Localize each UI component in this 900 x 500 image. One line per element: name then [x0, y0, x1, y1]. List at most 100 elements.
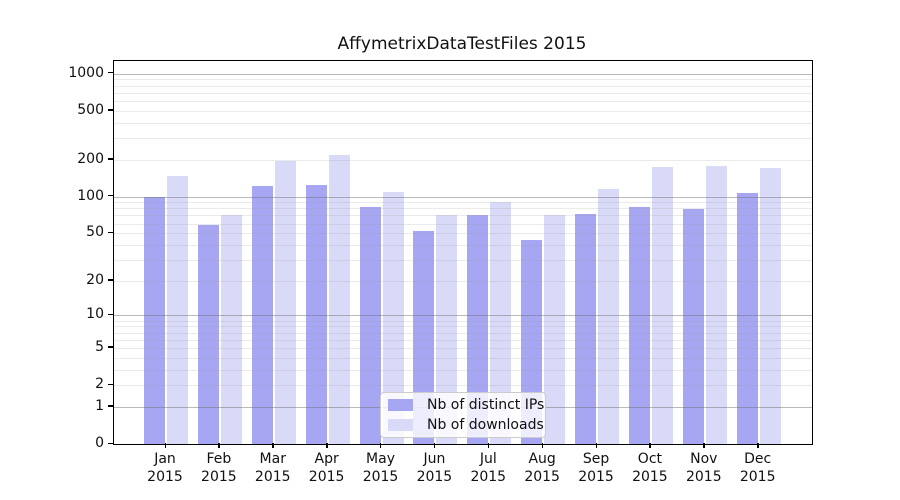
gridline-minor-70 — [114, 215, 812, 217]
bar-distinct-ips-feb — [197, 225, 219, 444]
y-tick-label-20: 20 — [86, 271, 104, 288]
x-tick-mark-dec — [757, 443, 759, 448]
bar-downloads-dec — [759, 167, 781, 444]
x-tick-year: 2015 — [739, 469, 776, 485]
x-tick-month: Sep — [582, 451, 610, 467]
y-tick-mark-5 — [108, 346, 113, 348]
bar-downloads-jul — [490, 202, 512, 444]
gridline-minor-500 — [114, 110, 812, 112]
gridline-minor-80 — [114, 208, 812, 210]
y-tick-label-2: 2 — [95, 376, 104, 393]
plot-area: Nb of distinct IPs Nb of downloads — [113, 60, 813, 445]
gridline-minor-900 — [114, 79, 812, 81]
gridline-minor-30 — [114, 259, 812, 261]
x-tick-label-aug: Aug 2015 — [510, 450, 574, 486]
gridline-minor-600 — [114, 100, 812, 102]
x-tick-month: Jul — [479, 451, 497, 467]
bar-distinct-ips-jan — [144, 196, 165, 444]
bar-distinct-ips-may — [359, 207, 381, 444]
x-tick-year: 2015 — [416, 469, 453, 485]
x-tick-label-nov: Nov 2015 — [672, 450, 736, 486]
y-tick-label-500: 500 — [77, 101, 104, 118]
bar-distinct-ips-dec — [736, 192, 758, 444]
gridline-minor-6 — [114, 339, 812, 341]
x-tick-year: 2015 — [147, 469, 183, 485]
x-tick-mark-jun — [433, 443, 436, 448]
x-tick-label-jan: Jan 2015 — [133, 450, 197, 486]
bar-distinct-ips-oct — [628, 207, 650, 444]
x-tick-month: Feb — [206, 451, 232, 467]
gridline-minor-3 — [114, 369, 812, 371]
bar-downloads-mar — [274, 161, 296, 444]
y-tick-mark-1000 — [108, 72, 113, 74]
x-tick-year: 2015 — [254, 469, 291, 485]
y-tick-mark-500 — [108, 109, 113, 111]
y-tick-label-200: 200 — [77, 150, 104, 167]
gridline-minor-90 — [114, 202, 812, 204]
x-tick-label-oct: Oct 2015 — [618, 450, 682, 486]
x-tick-label-dec: Dec 2015 — [726, 450, 790, 486]
y-tick-label-0: 0 — [95, 435, 104, 451]
legend-item-downloads: Nb of downloads — [381, 417, 545, 434]
bar-downloads-sep — [598, 188, 620, 444]
y-tick-mark-200 — [108, 158, 113, 160]
x-tick-month: Dec — [744, 451, 772, 467]
bar-distinct-ips-mar — [251, 185, 273, 444]
gridline-minor-60 — [114, 223, 812, 225]
gridline-minor-5 — [114, 347, 812, 349]
x-tick-label-sep: Sep 2015 — [564, 450, 628, 486]
y-tick-mark-20 — [108, 279, 113, 281]
y-tick-label-100: 100 — [77, 187, 104, 204]
y-tick-label-1000: 1000 — [68, 64, 104, 81]
x-tick-label-apr: Apr 2015 — [295, 450, 359, 486]
bar-distinct-ips-nov — [682, 209, 704, 444]
x-tick-year: 2015 — [578, 469, 614, 485]
y-tick-mark-10 — [108, 313, 113, 316]
bar-downloads-oct — [651, 166, 673, 444]
gridline-minor-200 — [114, 159, 812, 161]
x-tick-year: 2015 — [632, 469, 668, 485]
legend-label-distinct-ips: Nb of distinct IPs — [427, 397, 545, 413]
y-tick-mark-100 — [108, 195, 113, 197]
gridline-minor-20 — [114, 280, 812, 282]
x-tick-year: 2015 — [524, 469, 560, 485]
legend-label-downloads: Nb of downloads — [427, 417, 544, 433]
legend: Nb of distinct IPs Nb of downloads — [380, 392, 546, 438]
gridline-major-100 — [114, 196, 812, 198]
gridline-minor-2 — [114, 385, 812, 387]
x-tick-year: 2015 — [362, 469, 399, 485]
x-tick-month: Jun — [423, 451, 446, 467]
x-tick-mark-sep — [595, 443, 597, 448]
bar-distinct-ips-jul — [467, 215, 489, 444]
bar-downloads-jun — [436, 215, 458, 444]
y-tick-mark-0 — [108, 442, 113, 444]
x-tick-mark-feb — [218, 443, 220, 448]
x-tick-mark-apr — [326, 443, 328, 448]
x-tick-year: 2015 — [470, 469, 507, 485]
gridline-minor-50 — [114, 233, 812, 235]
y-tick-label-50: 50 — [86, 224, 104, 241]
y-tick-mark-1 — [108, 405, 113, 407]
x-tick-mark-may — [380, 443, 382, 448]
bar-distinct-ips-sep — [575, 213, 597, 444]
x-tick-year: 2015 — [685, 469, 722, 485]
bar-downloads-jan — [167, 175, 188, 444]
x-tick-mark-jul — [487, 443, 490, 448]
gridline-minor-8 — [114, 326, 812, 328]
x-tick-month: Apr — [314, 451, 339, 467]
bar-downloads-apr — [328, 154, 350, 444]
x-tick-year: 2015 — [308, 469, 345, 485]
bar-distinct-ips-apr — [305, 184, 327, 444]
bar-downloads-nov — [705, 165, 727, 444]
x-tick-month: Oct — [637, 451, 663, 467]
chart-title: AffymetrixDataTestFiles 2015 — [337, 34, 587, 54]
x-tick-label-jul: Jul 2015 — [456, 450, 520, 486]
y-tick-label-10: 10 — [86, 306, 104, 323]
x-tick-mark-mar — [272, 443, 274, 448]
x-tick-month: Aug — [528, 451, 556, 467]
y-tick-mark-2 — [108, 383, 113, 385]
bar-distinct-ips-jun — [413, 231, 435, 444]
x-tick-mark-oct — [649, 443, 651, 448]
x-tick-label-jun: Jun 2015 — [402, 450, 466, 486]
